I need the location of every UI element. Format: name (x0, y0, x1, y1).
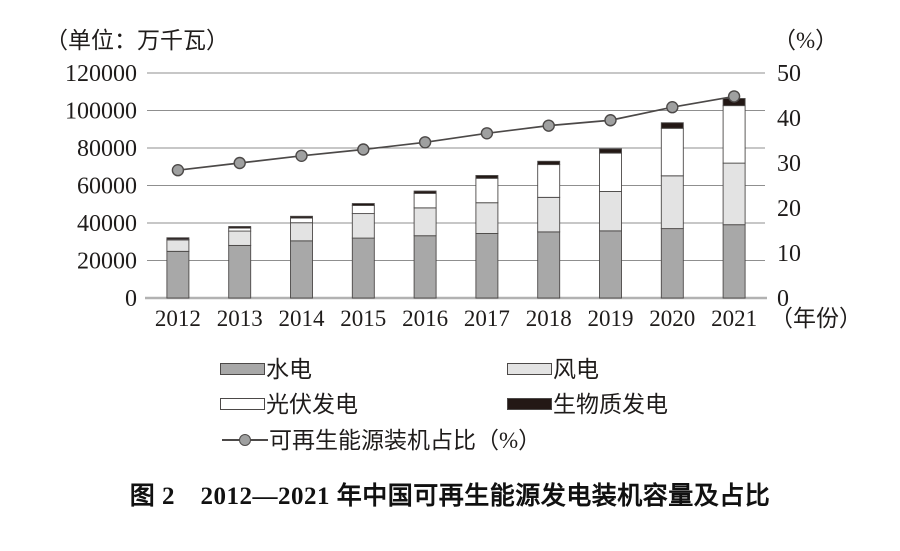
bar-segment (166, 239, 190, 252)
share-line-marker (604, 114, 617, 127)
bar-segment (413, 207, 437, 237)
bar-segment (290, 215, 313, 219)
right-axis-unit-label: （%） (773, 28, 838, 53)
bar-segment (599, 191, 622, 232)
bar-segment (722, 224, 746, 299)
bar-segment (228, 244, 252, 299)
x-axis-category-label: 2017 (464, 306, 510, 331)
bar-segment (599, 148, 622, 154)
bar-segment (475, 202, 499, 234)
bar-segment (413, 192, 437, 209)
right-axis-tick-label: 50 (777, 61, 801, 87)
left-axis-tick-label: 100000 (65, 99, 137, 125)
share-line (177, 95, 735, 172)
share-line-marker (233, 156, 246, 170)
share-line-series (171, 90, 741, 177)
share-line-marker (171, 163, 185, 177)
bar-segment (290, 217, 313, 224)
stacked-bars (166, 98, 746, 299)
x-axis-category-label: 2012 (155, 306, 201, 331)
legend-item-hydro: 水电 (220, 357, 312, 381)
legend-item-wind: 风电 (507, 357, 599, 381)
legend-label-share-line: 可再生能源装机占比（%） (269, 427, 542, 453)
share-line-marker (666, 100, 679, 114)
bar-segment (351, 237, 375, 299)
bar-segment (413, 190, 437, 194)
legend-label-hydro: 水电 (266, 356, 312, 382)
share-line-marker (542, 119, 555, 132)
figure-caption: 图 2 2012—2021 年中国可再生能源发电装机容量及占比 (129, 483, 771, 510)
bar-segment (290, 240, 313, 299)
bar-segment (228, 226, 252, 229)
right-axis-tick-label: 30 (777, 151, 801, 177)
legend-item-biomass: 生物质发电 (507, 392, 668, 416)
bar-segment (537, 160, 561, 166)
x-axis-category-label: 2013 (217, 306, 263, 331)
share-line-marker (727, 90, 741, 103)
right-axis-tick-label: 20 (777, 196, 801, 222)
share-line-marker (418, 136, 432, 149)
bar-segment (722, 105, 746, 164)
left-axis-tick-label: 40000 (77, 211, 137, 237)
bar-segment (722, 162, 746, 226)
bar-segment (660, 228, 684, 299)
share-line-marker (357, 143, 370, 156)
bar-segment (475, 177, 499, 204)
x-axis-category-label: 2014 (279, 306, 326, 331)
left-axis-unit-label: （单位：万千瓦） (45, 28, 229, 53)
x-axis-category-label: 2018 (526, 306, 572, 331)
bar-segment (660, 122, 684, 129)
x-axis-category-label: 2015 (340, 306, 386, 331)
left-axis-tick-label: 80000 (77, 136, 137, 162)
share-line-marker (295, 149, 308, 163)
share-line-marker (480, 127, 494, 140)
bar-segment (599, 152, 622, 192)
legend-item-share-line: 可再生能源装机占比（%） (222, 428, 541, 452)
legend-label-biomass: 生物质发电 (553, 391, 668, 417)
bar-segment (660, 127, 684, 177)
bar-segment (475, 175, 499, 179)
chart-plot: （单位：万千瓦） （%） 0 20000 40000 60000 80000 100000… (45, 28, 862, 331)
bar-segment (351, 213, 375, 239)
right-axis-tick-label: 10 (777, 241, 801, 267)
x-axis-year-suffix-label: （年份） (770, 306, 862, 331)
left-axis-tick-label: 120000 (65, 61, 137, 87)
bar-segment (660, 175, 684, 230)
x-axis-category-label: 2019 (588, 306, 634, 331)
right-axis-ticks: 0 10 20 30 40 50 (777, 61, 801, 312)
bar-segment (166, 237, 190, 240)
bar-segment (351, 205, 375, 215)
solar-swatch-icon (220, 398, 265, 410)
x-axis-labels: 2012 2013 2014 2015 2016 2017 2018 2019 2020 2021 (155, 306, 757, 331)
bar-segment (351, 203, 375, 206)
x-axis-category-label: 2020 (649, 306, 695, 331)
bar-segment (166, 250, 190, 299)
line-marker-swatch-icon (222, 428, 268, 452)
wind-swatch-icon (507, 363, 552, 375)
right-axis-tick-label: 40 (777, 106, 801, 132)
bar-segment (475, 233, 499, 299)
left-axis-tick-label: 60000 (77, 174, 137, 200)
legend-label-solar: 光伏发电 (266, 391, 358, 417)
x-axis-category-label: 2016 (402, 306, 448, 331)
bar-segment (290, 222, 313, 242)
bar-segment (228, 230, 252, 246)
bar-segment (537, 231, 561, 299)
left-axis-tick-label: 0 (125, 286, 137, 312)
legend-label-wind: 风电 (553, 356, 599, 382)
right-axis-tick-label: 0 (777, 286, 789, 312)
x-axis-category-label: 2021 (711, 306, 757, 331)
bar-segment (413, 235, 437, 299)
bar-segment (537, 164, 561, 198)
legend-item-solar: 光伏发电 (220, 392, 358, 416)
left-axis-ticks: 0 20000 40000 60000 80000 100000 120000 (65, 61, 137, 312)
left-axis-tick-label: 20000 (77, 249, 137, 275)
bar-segment (599, 230, 622, 299)
hydro-swatch-icon (220, 363, 265, 375)
bar-segment (537, 196, 561, 233)
biomass-swatch-icon (507, 398, 552, 410)
